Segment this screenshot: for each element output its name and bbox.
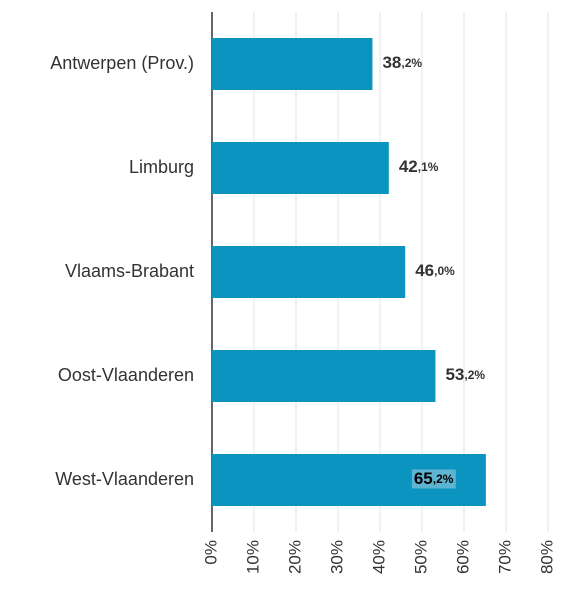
x-tick-label: 0% [201, 540, 220, 565]
value-label: 42,1% [399, 157, 439, 176]
value-label-major: 46 [415, 261, 434, 280]
value-label-minor: ,2% [464, 368, 485, 382]
y-tick-label: Vlaams-Brabant [65, 261, 194, 281]
value-label-major: 53 [445, 365, 464, 384]
x-tick-label: 20% [285, 540, 304, 574]
x-tick-label: 30% [327, 540, 346, 574]
bar [212, 142, 389, 194]
value-label-minor: ,0% [434, 264, 455, 278]
value-label: 53,2% [445, 365, 485, 384]
value-label-minor: ,1% [418, 160, 439, 174]
value-label-major: 38 [382, 53, 401, 72]
x-tick-label: 80% [537, 540, 556, 574]
value-label-major: 42 [399, 157, 418, 176]
y-tick-label: Oost-Vlaanderen [58, 365, 194, 385]
value-label: 46,0% [415, 261, 455, 280]
value-label: 38,2% [382, 53, 422, 72]
y-tick-label: Antwerpen (Prov.) [50, 53, 194, 73]
value-label-minor: ,2% [401, 56, 422, 70]
bar [212, 350, 436, 402]
x-tick-label: 50% [411, 540, 430, 574]
bar [212, 38, 373, 90]
x-tick-label: 70% [495, 540, 514, 574]
bar [212, 246, 406, 298]
value-label-minor: ,2% [433, 472, 454, 486]
y-tick-label: West-Vlaanderen [55, 469, 194, 489]
y-tick-label: Limburg [129, 157, 194, 177]
value-label-major: 65 [414, 469, 433, 488]
value-label: 65,2% [414, 469, 454, 488]
x-tick-label: 10% [243, 540, 262, 574]
x-tick-label: 60% [453, 540, 472, 574]
value-label-bg [411, 469, 456, 489]
x-tick-label: 40% [369, 540, 388, 574]
